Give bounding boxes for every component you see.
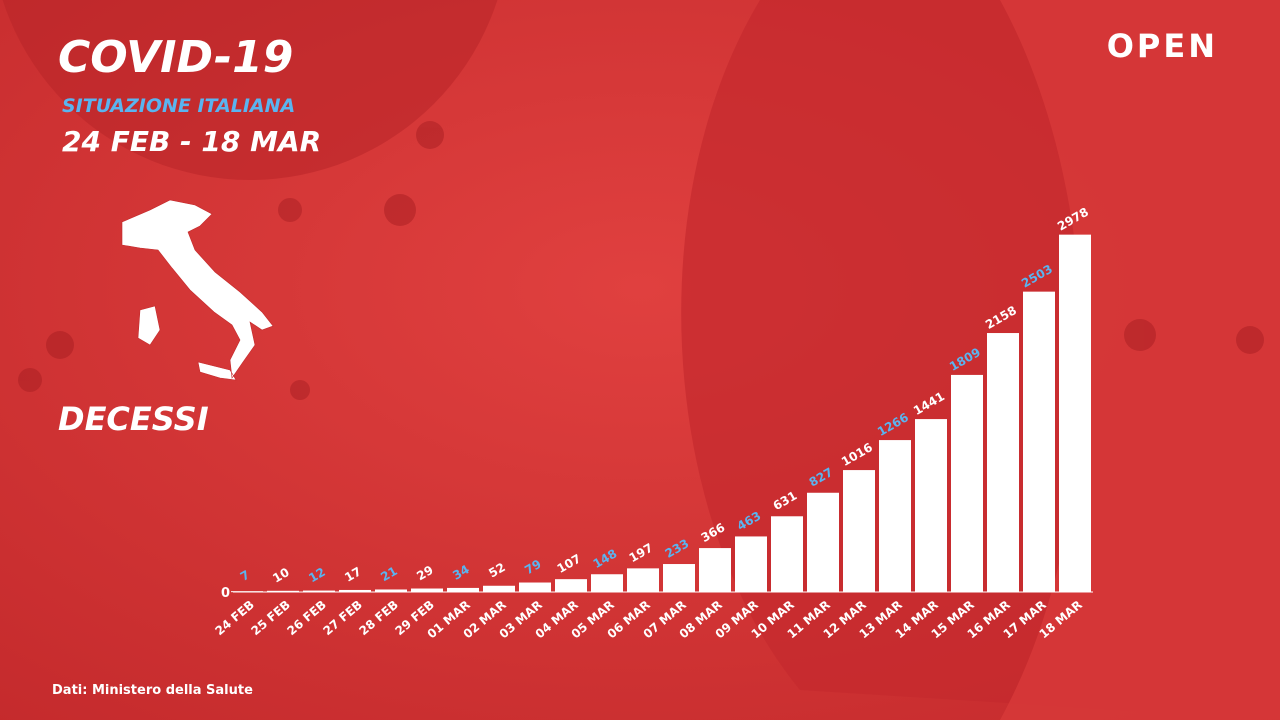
bar [627,568,659,592]
italy-map [121,199,274,381]
bar [699,548,731,592]
bar [231,591,263,593]
chart-title: DECESSI [58,400,209,438]
bar [411,588,443,592]
source: Dati: Ministero della Salute [52,683,253,698]
y-tick-label: 0 [221,586,230,601]
decor-dots [18,121,1264,400]
bar [339,589,371,592]
logo: OPEN [1107,27,1218,65]
bar [915,419,947,592]
bar [771,516,803,592]
bar [555,579,587,592]
bar [375,589,407,592]
bar [483,585,515,592]
period: 24 FEB - 18 MAR [62,125,321,158]
bar [303,590,335,592]
bar [879,440,911,592]
bar [447,587,479,592]
bar [1059,234,1091,592]
bar [951,374,983,592]
title: COVID-19 [58,32,293,83]
subtitle: SITUAZIONE ITALIANA [62,95,295,117]
bar [267,590,299,592]
bar [663,564,695,592]
bar [591,574,623,592]
bar [1023,291,1055,592]
bar [987,333,1019,592]
bar [735,536,767,592]
bar [519,582,551,592]
decor-circle [2,0,498,180]
bar [843,470,875,592]
bar [807,492,839,592]
